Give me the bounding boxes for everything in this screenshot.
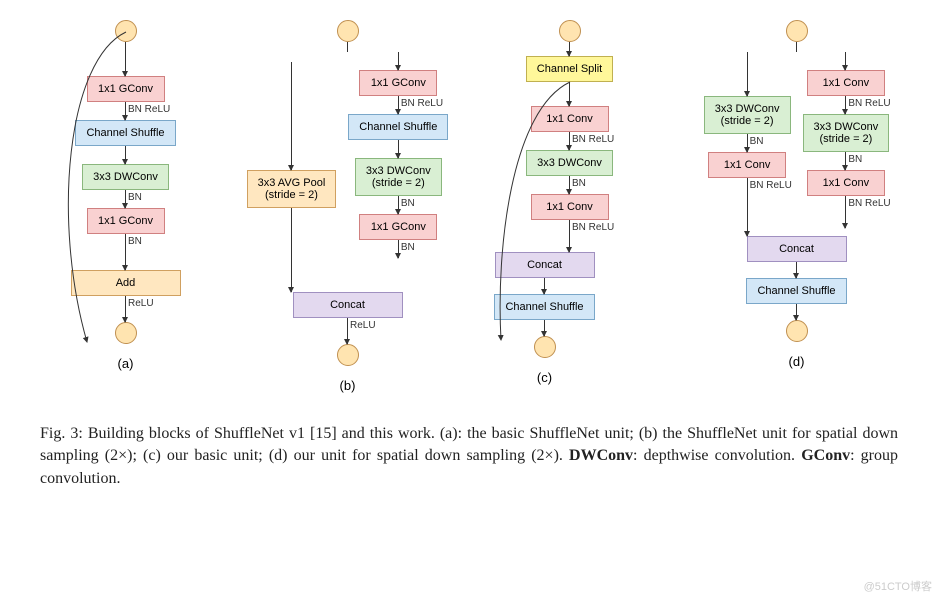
bn-relu-label: BN ReLU [848,98,898,109]
gconv-block-2: 1x1 GConv [87,208,165,234]
conv1-right-2: 1x1 Conv [807,170,885,196]
conv1-block-2: 1x1 Conv [531,194,609,220]
input-node [786,20,808,42]
dwconv-block: 3x3 DWConv [526,150,613,176]
shuffle-block: Channel Shuffle [494,294,594,320]
watermark-text: @51CTO博客 [864,578,932,594]
dwconv-s2-right: 3x3 DWConv (stride = 2) [803,114,890,152]
gconv-block: 1x1 GConv [359,70,437,96]
split-block: Channel Split [526,56,613,82]
diagram-a: 1x1 GConv BN ReLU Channel Shuffle 3x3 DW… [27,20,225,371]
bn-relu-label: BN ReLU [401,98,451,109]
output-node [337,344,359,366]
bn-relu-label: BN ReLU [128,104,178,115]
diagram-b: 3x3 AVG Pool (stride = 2) 1x1 GConv BN R… [238,20,458,393]
bn-label: BN [848,154,898,165]
concat-block: Concat [293,292,403,318]
concat-block: Concat [495,252,595,278]
concat-block: Concat [747,236,847,262]
bn-label: BN [401,198,451,209]
caption-gconv: GConv [801,447,850,464]
gconv-block: 1x1 GConv [87,76,165,102]
gconv-block-2: 1x1 GConv [359,214,437,240]
figure-caption: Fig. 3: Building blocks of ShuffleNet v1… [20,423,918,490]
diagram-d: 3x3 DWConv (stride = 2) BN 1x1 Conv BN R… [682,20,912,369]
figure-row: 1x1 GConv BN ReLU Channel Shuffle 3x3 DW… [20,20,918,393]
bn-relu-label-2: BN ReLU [848,198,898,209]
avgpool-block: 3x3 AVG Pool (stride = 2) [247,170,337,208]
shuffle-block: Channel Shuffle [746,278,846,304]
shuffle-block: Channel Shuffle [75,120,175,146]
subcaption-a: (a) [118,356,134,371]
add-block: Add [71,270,181,296]
conv1-block: 1x1 Conv [531,106,609,132]
bn-relu-label: BN ReLU [572,134,622,145]
dwconv-s2-left: 3x3 DWConv (stride = 2) [704,96,791,134]
output-node [786,320,808,342]
caption-dwconv: DWConv [569,447,633,464]
bn-relu-label: BN ReLU [750,180,800,191]
bn-label: BN [750,136,800,147]
bn-label-2: BN [401,242,451,253]
conv1-left: 1x1 Conv [708,152,786,178]
bn-label: BN [572,178,622,189]
dwconv-block: 3x3 DWConv [82,164,169,190]
bn-label: BN [128,192,178,203]
subcaption-b: (b) [340,378,356,393]
input-node [559,20,581,42]
output-node [115,322,137,344]
bn-relu-label-2: BN ReLU [572,222,622,233]
caption-text-2: : depthwise convolution. [633,447,801,464]
subcaption-d: (d) [789,354,805,369]
bn-label-2: BN [128,236,178,247]
dwconv-s2-block: 3x3 DWConv (stride = 2) [355,158,442,196]
subcaption-c: (c) [537,370,552,385]
relu-label: ReLU [128,298,178,309]
conv1-right-1: 1x1 Conv [807,70,885,96]
two-branch: 3x3 DWConv (stride = 2) BN 1x1 Conv BN R… [704,52,890,236]
two-branch: 3x3 AVG Pool (stride = 2) 1x1 GConv BN R… [247,52,449,292]
diagram-c: Channel Split 1x1 Conv BN ReLU 3x3 DWCon… [471,20,669,385]
relu-label: ReLU [350,320,400,331]
output-node [534,336,556,358]
input-node [337,20,359,42]
input-node [115,20,137,42]
shuffle-block: Channel Shuffle [348,114,448,140]
